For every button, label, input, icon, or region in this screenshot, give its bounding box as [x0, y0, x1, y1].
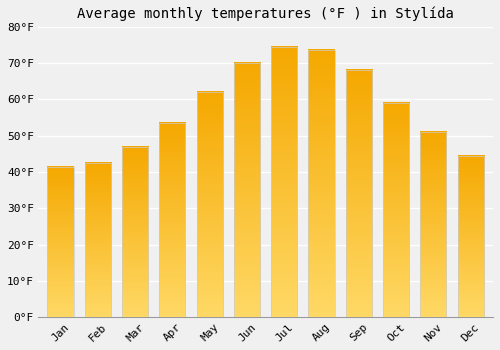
Bar [271, 47, 297, 317]
Bar [420, 132, 446, 317]
Title: Average monthly temperatures (°F ) in Stylída: Average monthly temperatures (°F ) in St… [77, 7, 454, 21]
Bar [196, 92, 222, 317]
Bar [48, 167, 74, 317]
Bar [234, 63, 260, 317]
Bar [458, 156, 483, 317]
Bar [308, 50, 334, 317]
Bar [84, 163, 111, 317]
Bar [160, 123, 186, 317]
Bar [122, 147, 148, 317]
Bar [383, 103, 409, 317]
Bar [346, 70, 372, 317]
